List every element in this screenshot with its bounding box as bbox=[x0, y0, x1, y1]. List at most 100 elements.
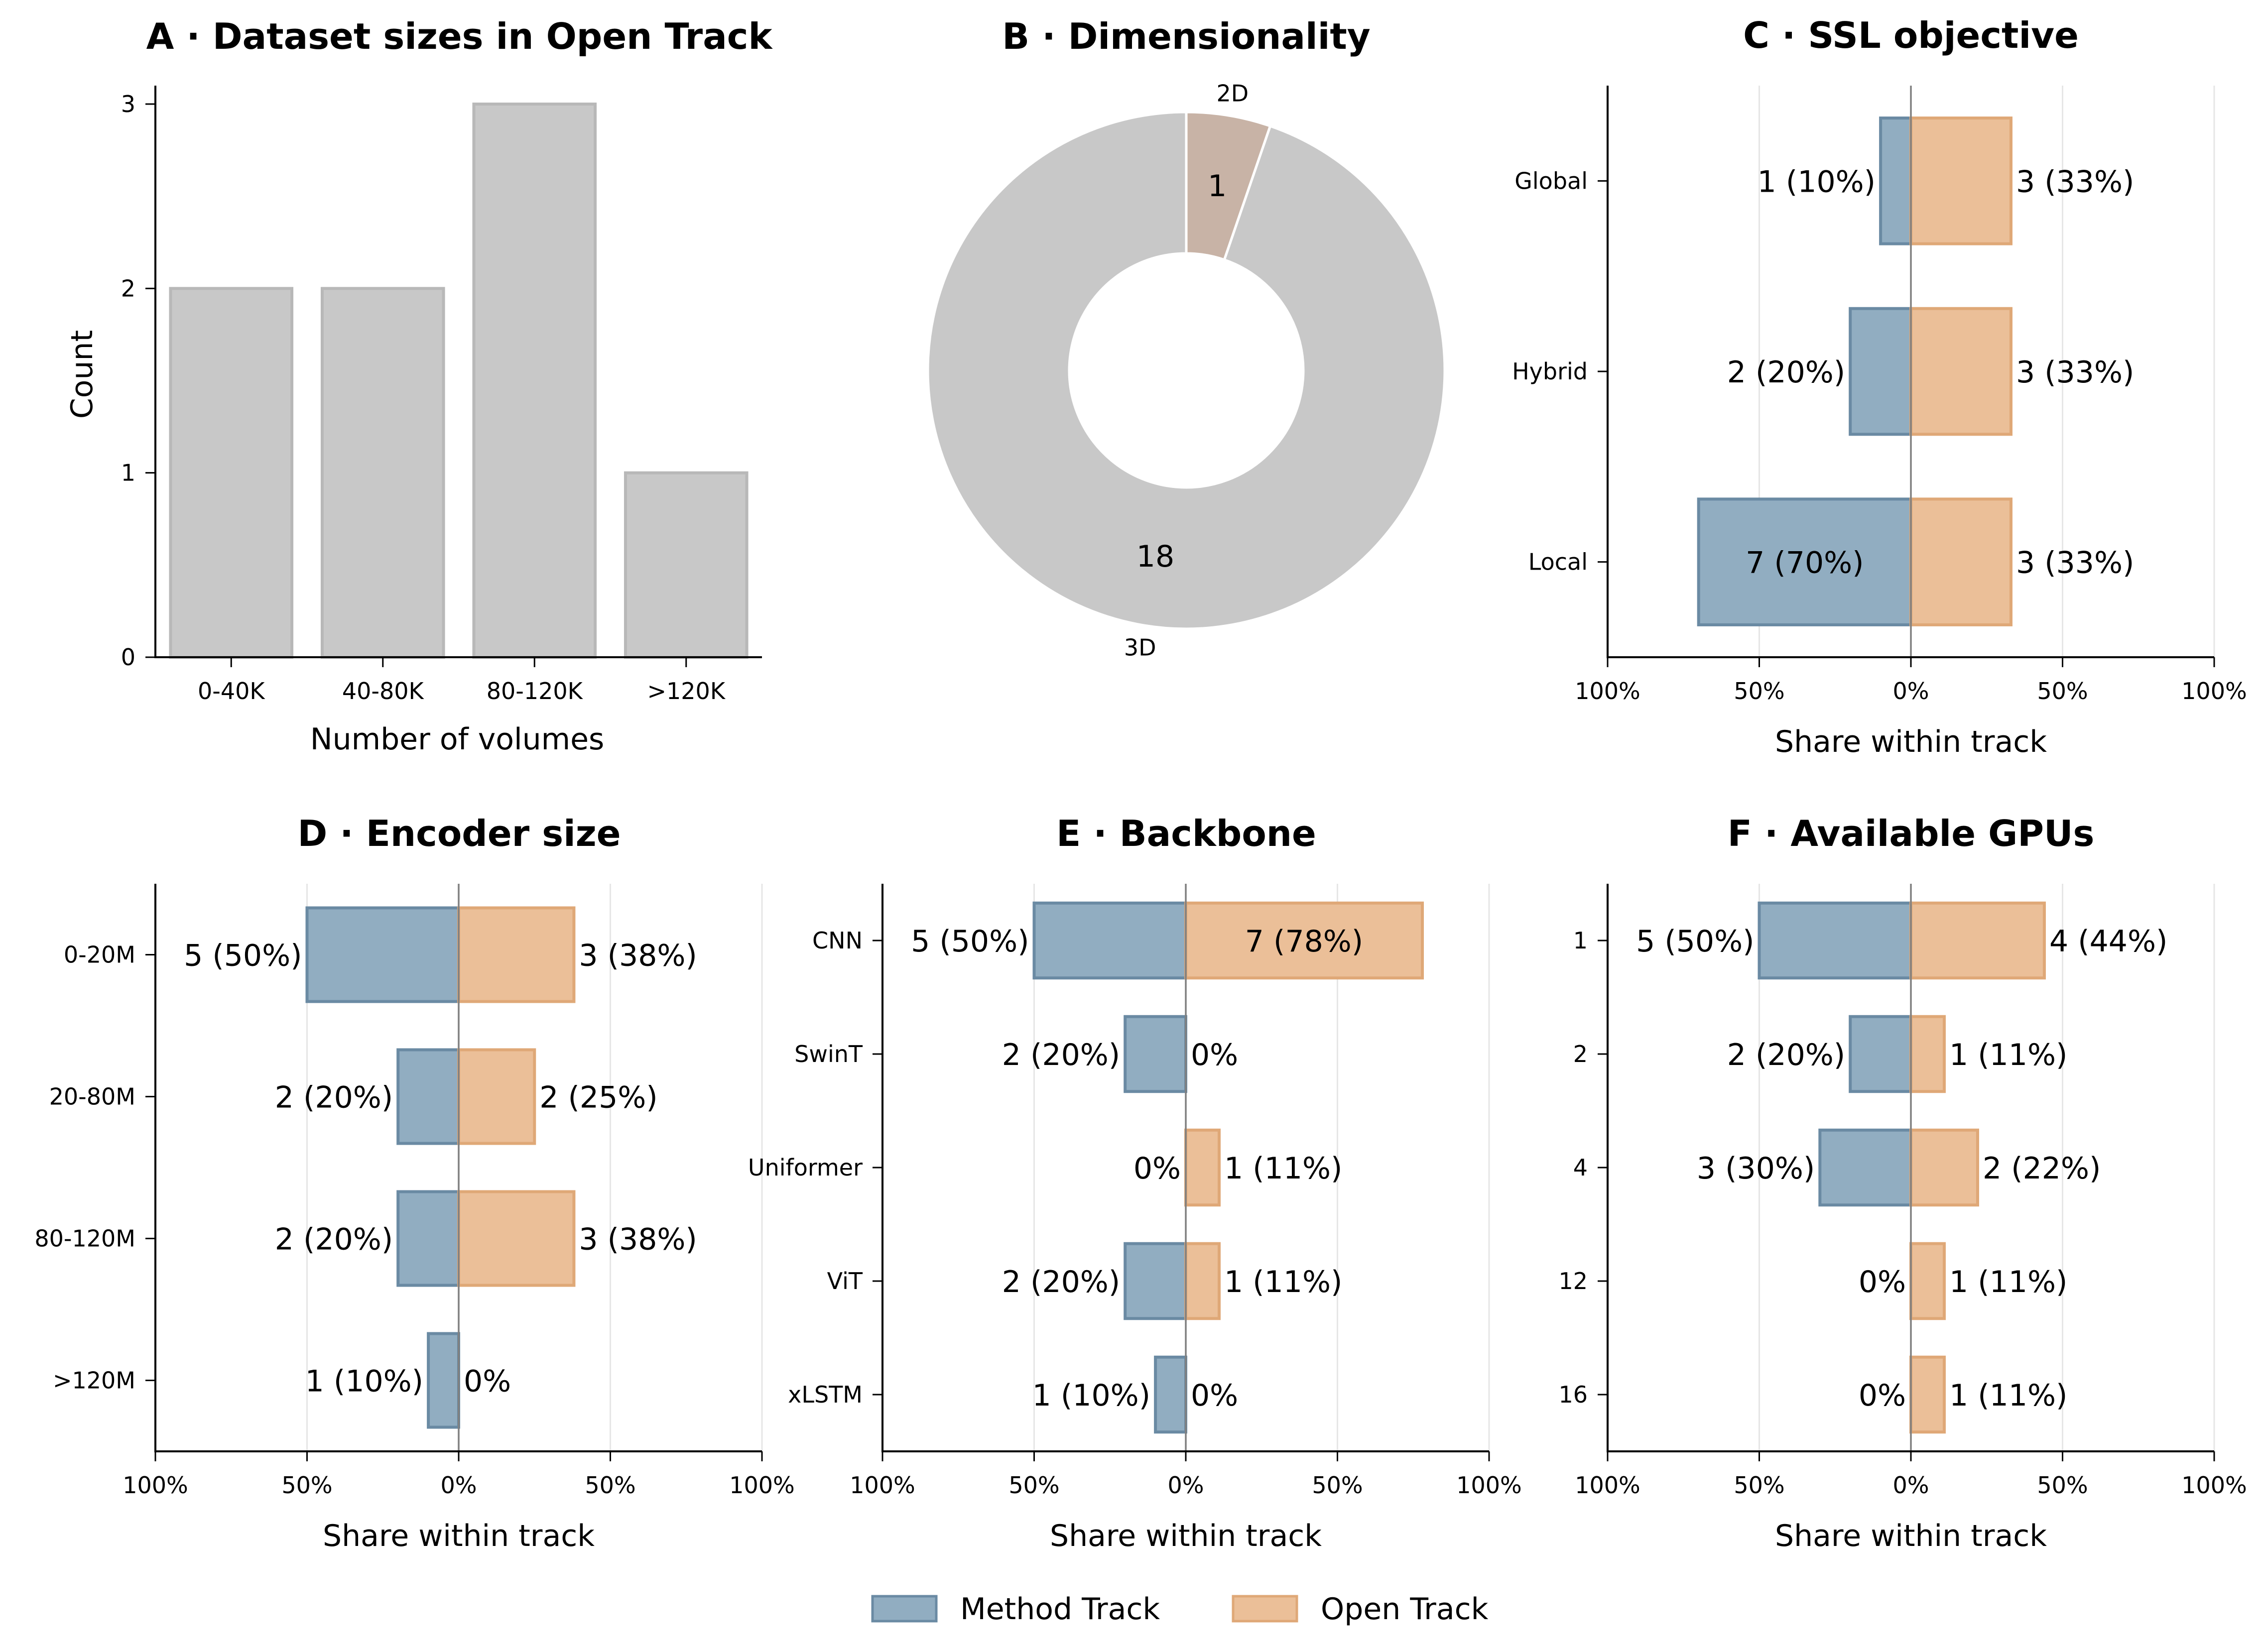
x-tick-label: 50% bbox=[2037, 1472, 2088, 1499]
axes-frame bbox=[1607, 884, 2214, 1452]
y-tick-label-hybrid: Hybrid bbox=[1512, 358, 1588, 385]
bar-open-2 bbox=[1909, 1015, 1946, 1093]
x-tick-label: 50% bbox=[585, 1472, 635, 1499]
x-tick-label: >120K bbox=[647, 678, 726, 705]
y-tick-label-0-20m: 0-20M bbox=[64, 942, 135, 968]
x-axis-label: Share within track bbox=[1775, 724, 2047, 759]
y-tick-label-cnn: CNN bbox=[812, 927, 863, 954]
y-tick-label-2: 2 bbox=[1573, 1041, 1588, 1067]
panel-d-encoder-size: D · Encoder size 5 (50%) 3 (38%) 0-20M 2 (20… bbox=[34, 813, 794, 1553]
bar-open-hybrid bbox=[1909, 307, 2012, 436]
x-axis-label: Share within track bbox=[323, 1519, 595, 1553]
x-tick-label: 0% bbox=[1893, 678, 1929, 705]
legend-label-open-track: Open Track bbox=[1321, 1592, 1489, 1627]
slice-label-3d: 3D bbox=[1124, 634, 1156, 661]
bar-method-hybrid bbox=[1849, 307, 1912, 436]
slice-value-3d: 18 bbox=[1136, 539, 1174, 574]
x-tick-label: 40-80K bbox=[342, 678, 425, 705]
bar-open-16 bbox=[1909, 1355, 1946, 1434]
value-label-open-xlstm: 0% bbox=[1191, 1378, 1238, 1413]
value-label-open-1: 4 (44%) bbox=[2049, 924, 2167, 959]
bar-80-120k bbox=[472, 103, 597, 659]
bar-open-1 bbox=[1909, 901, 2046, 980]
x-tick-label: 0% bbox=[1168, 1472, 1204, 1499]
x-tick-label: 100% bbox=[1575, 1472, 1640, 1499]
bar-open-80-120m bbox=[457, 1190, 576, 1287]
y-tick-label-4: 4 bbox=[1573, 1154, 1588, 1181]
panel-b-title: B · Dimensionality bbox=[1002, 15, 1370, 57]
legend-swatch-open-track bbox=[1232, 1595, 1298, 1623]
bar-120k bbox=[624, 471, 749, 659]
bar-method-xlstm bbox=[1154, 1355, 1188, 1434]
legend: Method Track Open Track bbox=[871, 1592, 1489, 1627]
y-tick-label: 2 bbox=[121, 275, 135, 302]
axes-frame bbox=[1607, 86, 2214, 658]
y-tick-label: 1 bbox=[121, 460, 135, 486]
bar-method-1 bbox=[1758, 901, 1912, 980]
value-label-open-80-120m: 3 (38%) bbox=[579, 1222, 697, 1257]
y-tick-label: 3 bbox=[121, 91, 135, 118]
x-axis-label: Number of volumes bbox=[310, 722, 605, 757]
bar-method-20-80m bbox=[396, 1048, 461, 1145]
value-label-open-0-20m: 3 (38%) bbox=[579, 939, 697, 973]
value-label-method-global: 1 (10%) bbox=[1758, 164, 1876, 199]
x-tick-label: 0-40K bbox=[198, 678, 265, 705]
x-tick-label: 100% bbox=[123, 1472, 188, 1499]
legend-label-method-track: Method Track bbox=[960, 1592, 1160, 1627]
y-tick-label-20-80m: 20-80M bbox=[49, 1083, 135, 1110]
value-label-open-hybrid: 3 (33%) bbox=[2016, 355, 2134, 390]
value-label-method-local: 7 (70%) bbox=[1746, 546, 1864, 581]
bar-open-cnn bbox=[1184, 901, 1424, 980]
bar-method-4 bbox=[1818, 1128, 1913, 1207]
value-label-open-swint: 0% bbox=[1191, 1038, 1238, 1072]
bar-method-120m bbox=[427, 1332, 460, 1429]
x-axis-label: Share within track bbox=[1050, 1519, 1322, 1553]
value-label-method-0-20m: 5 (50%) bbox=[184, 939, 302, 973]
value-label-method-16: 0% bbox=[1859, 1378, 1906, 1413]
value-label-method-2: 2 (20%) bbox=[1727, 1038, 1845, 1072]
value-label-open-12: 1 (11%) bbox=[1949, 1265, 2067, 1299]
bar-open-4 bbox=[1909, 1128, 1979, 1207]
bar-40-80k bbox=[320, 287, 445, 659]
bar-method-2 bbox=[1849, 1015, 1912, 1093]
value-label-open-uniformer: 1 (11%) bbox=[1224, 1151, 1342, 1186]
y-tick-label: 0 bbox=[121, 644, 135, 671]
value-label-method-80-120m: 2 (20%) bbox=[275, 1222, 393, 1257]
bar-method-global bbox=[1879, 117, 1913, 245]
y-tick-label-local: Local bbox=[1528, 549, 1588, 576]
bar-0-40k bbox=[169, 287, 294, 659]
value-label-method-xlstm: 1 (10%) bbox=[1032, 1378, 1150, 1413]
panel-title: C · SSL objective bbox=[1743, 14, 2079, 56]
value-label-method-uniformer: 0% bbox=[1133, 1151, 1181, 1186]
bar-method-local bbox=[1697, 497, 1912, 626]
panel-e-backbone: E · Backbone 5 (50%) 7 (78%) CNN 2 (20%) 0% Sw… bbox=[748, 813, 1522, 1553]
bar-open-vit bbox=[1184, 1242, 1221, 1320]
bar-open-0-20m bbox=[457, 906, 576, 1003]
value-label-method-vit: 2 (20%) bbox=[1002, 1265, 1120, 1299]
y-tick-label-12: 12 bbox=[1558, 1268, 1588, 1295]
x-tick-label: 50% bbox=[281, 1472, 332, 1499]
x-tick-label: 50% bbox=[1008, 1472, 1059, 1499]
y-tick-label-1: 1 bbox=[1573, 927, 1588, 954]
axes-frame bbox=[154, 884, 762, 1452]
value-label-open-local: 3 (33%) bbox=[2016, 546, 2134, 581]
panel-title: E · Backbone bbox=[1056, 813, 1316, 854]
x-tick-label: 50% bbox=[1312, 1472, 1363, 1499]
axes-frame bbox=[154, 86, 762, 658]
x-tick-label: 100% bbox=[2181, 1472, 2247, 1499]
y-tick-label-vit: ViT bbox=[827, 1268, 863, 1295]
value-label-open-16: 1 (11%) bbox=[1949, 1378, 2067, 1413]
value-label-method-4: 3 (30%) bbox=[1697, 1151, 1815, 1186]
slice-3d bbox=[926, 111, 1446, 630]
slice-label-2d: 2D bbox=[1216, 80, 1249, 107]
value-label-open-global: 3 (33%) bbox=[2016, 164, 2134, 199]
value-label-open-2: 1 (11%) bbox=[1949, 1038, 2067, 1072]
bar-open-20-80m bbox=[457, 1048, 536, 1145]
bar-method-cnn bbox=[1032, 901, 1187, 980]
y-tick-label-xlstm: xLSTM bbox=[788, 1381, 863, 1408]
y-tick-label-16: 16 bbox=[1558, 1381, 1588, 1408]
x-tick-label: 0% bbox=[1893, 1472, 1929, 1499]
panel-f-available-gpus: F · Available GPUs 5 (50%) 4 (44%) 1 2 (20%)… bbox=[1558, 813, 2247, 1553]
slice-2d bbox=[1185, 111, 1272, 261]
